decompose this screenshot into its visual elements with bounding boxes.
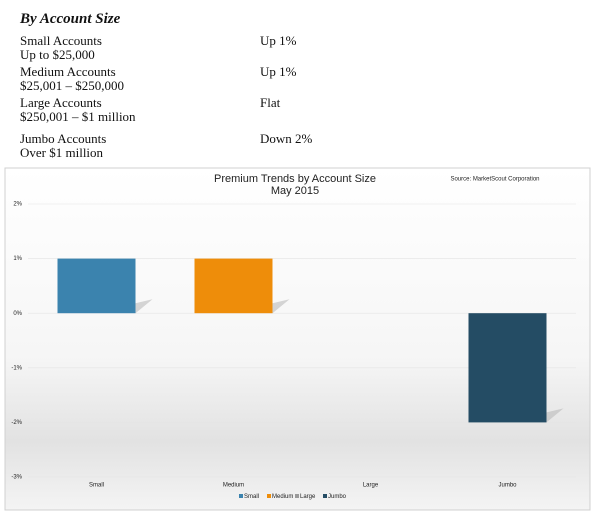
- bar: [57, 258, 136, 314]
- account-range: $250,001 – $1 million: [20, 109, 136, 124]
- y-tick-label: 1%: [13, 256, 22, 262]
- bar-shadow: [135, 299, 153, 314]
- account-range: Over $1 million: [20, 145, 104, 160]
- legend-label: Large: [300, 494, 316, 500]
- y-tick-label: 0%: [13, 311, 22, 317]
- chart-subtitle: May 2015: [271, 185, 319, 197]
- heading: By Account Size: [19, 11, 121, 27]
- chart-title: Premium Trends by Account Size: [214, 173, 376, 185]
- account-name: Jumbo Accounts: [20, 131, 106, 146]
- account-trend: Up 1%: [260, 64, 297, 79]
- legend-label: Jumbo: [328, 494, 347, 500]
- account-name: Medium Accounts: [20, 64, 116, 79]
- y-tick-label: 2%: [13, 202, 22, 208]
- y-tick-label: -3%: [11, 475, 22, 481]
- chart-source: Source: MarketScout Corporation: [450, 177, 539, 183]
- x-tick-label: Small: [89, 483, 104, 489]
- x-tick-label: Medium: [223, 483, 244, 489]
- legend-label: Small: [244, 494, 259, 500]
- account-name: Large Accounts: [20, 95, 102, 110]
- legend-swatch: [267, 494, 271, 498]
- x-tick-label: Large: [363, 483, 379, 489]
- bar-shadow: [272, 299, 290, 314]
- bar: [468, 313, 547, 423]
- bar: [194, 258, 273, 314]
- y-tick-label: -1%: [11, 365, 22, 371]
- account-range: $25,001 – $250,000: [20, 78, 124, 93]
- y-tick-label: -2%: [11, 420, 22, 426]
- account-range: Up to $25,000: [20, 47, 95, 62]
- plot: -3%-2%-1%0%1%2%Small Medium Large JumboSmal…: [11, 202, 576, 500]
- account-trend: Flat: [260, 95, 281, 110]
- legend-swatch: [295, 494, 299, 498]
- legend-swatch: [239, 494, 243, 498]
- account-name: Small Accounts: [20, 33, 102, 48]
- legend-label: Medium: [272, 494, 293, 500]
- x-tick-label: Jumbo: [498, 483, 517, 489]
- account-trend: Up 1%: [260, 33, 297, 48]
- account-trend: Down 2%: [260, 131, 313, 146]
- legend-swatch: [323, 494, 327, 498]
- bar-shadow: [546, 408, 564, 423]
